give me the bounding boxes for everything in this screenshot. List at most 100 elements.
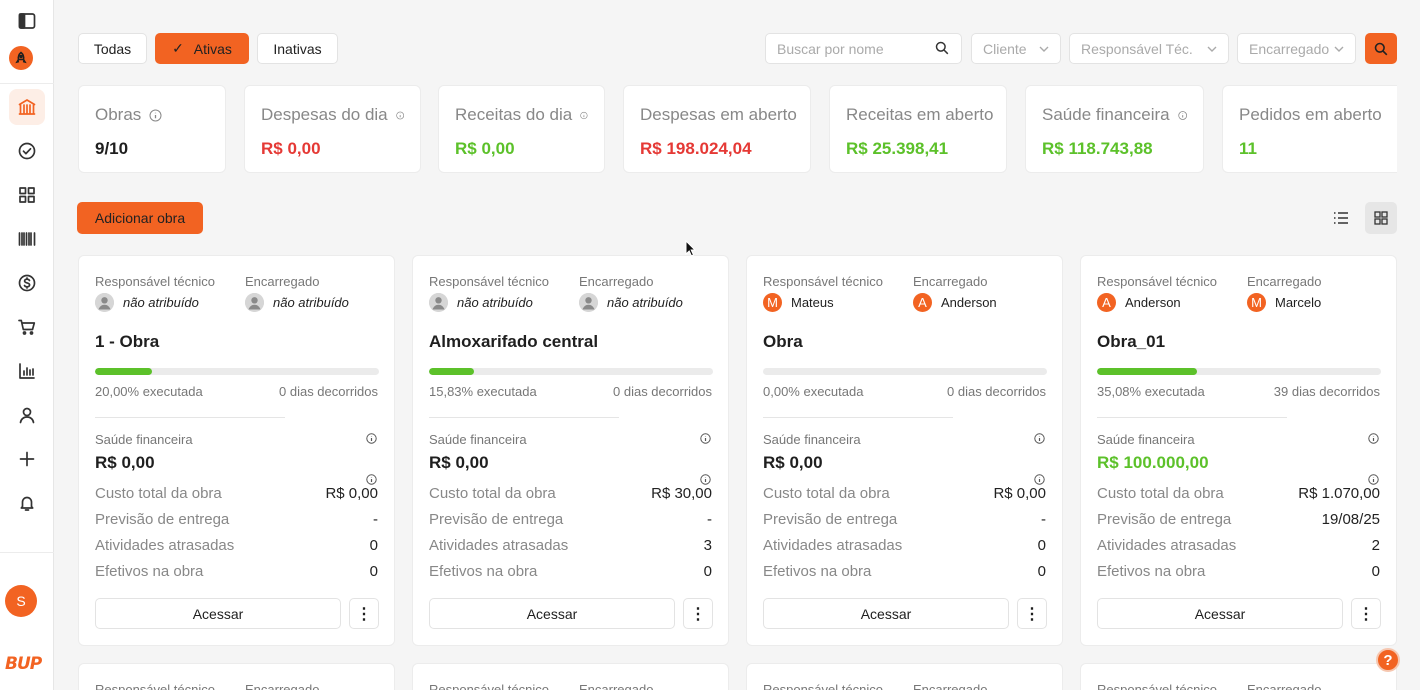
barcode-icon[interactable] (9, 221, 45, 257)
info-icon[interactable] (1177, 109, 1187, 122)
chart-icon[interactable] (9, 353, 45, 389)
avatar-placeholder-icon (429, 293, 448, 312)
row-label: Atividades atrasadas (429, 537, 569, 554)
info-icon[interactable] (1368, 431, 1379, 449)
dollar-icon[interactable] (9, 265, 45, 301)
client-select[interactable]: Cliente (971, 33, 1061, 64)
row-label: Custo total da obra (1097, 485, 1224, 502)
delivery-row: Previsão de entrega - (429, 511, 712, 528)
search-icon[interactable] (935, 41, 949, 55)
tab-label: Inativas (273, 40, 322, 57)
check-circle-icon[interactable] (9, 133, 45, 169)
health-value: R$ 0,00 (95, 453, 155, 472)
building-icon[interactable] (9, 89, 45, 125)
search-field (765, 33, 962, 64)
row-value: - (1041, 511, 1046, 528)
foreman-name: Marcelo (1275, 295, 1322, 310)
stat-label: Receitas em aberto (846, 105, 994, 124)
access-button[interactable]: Acessar (429, 598, 675, 629)
info-icon[interactable] (395, 109, 404, 122)
late-activities-row: Atividades atrasadas 0 (763, 537, 1046, 554)
list-view-button[interactable] (1325, 202, 1357, 234)
stat-value: R$ 25.398,41 (846, 139, 949, 158)
grid-icon (1374, 211, 1388, 225)
tech-name: não atribuído (457, 295, 533, 310)
user-avatar[interactable]: S (5, 585, 37, 617)
grid-view-button[interactable] (1365, 202, 1397, 234)
tab-todas[interactable]: Todas (78, 33, 147, 64)
info-icon[interactable] (700, 472, 711, 490)
access-button[interactable]: Acessar (763, 598, 1009, 629)
delivery-row: Previsão de entrega 19/08/25 (1097, 511, 1380, 528)
info-icon[interactable] (1034, 472, 1045, 490)
info-icon[interactable] (1034, 431, 1045, 449)
grid-icon[interactable] (9, 177, 45, 213)
search-icon (1374, 42, 1388, 55)
health-label: Saúde financeira (429, 432, 527, 447)
list-icon (1334, 212, 1348, 224)
total-cost-row: Custo total da obra R$ 0,00 (95, 485, 378, 502)
stat-value: R$ 198.024,04 (640, 139, 752, 158)
foreman-select[interactable]: Encarregado (1237, 33, 1356, 64)
info-icon[interactable] (366, 431, 377, 449)
chevron-down-icon (1207, 46, 1217, 52)
tab-label: Ativas (193, 40, 232, 57)
stat-label: Saúde financeira (1042, 105, 1170, 124)
tech-select[interactable]: Responsável Téc. (1069, 33, 1229, 64)
rocket-icon[interactable] (9, 46, 33, 70)
avatar: M (1247, 293, 1266, 312)
late-activities-row: Atividades atrasadas 0 (95, 537, 378, 554)
help-button[interactable]: ? (1376, 648, 1400, 672)
more-options-button[interactable]: ⋮ (349, 598, 379, 629)
total-cost-row: Custo total da obra R$ 30,00 (429, 485, 712, 502)
sidebar-toggle-icon[interactable] (9, 3, 45, 39)
row-label: Custo total da obra (429, 485, 556, 502)
access-button[interactable]: Acessar (95, 598, 341, 629)
tech-head: Responsável técnico (1097, 274, 1217, 289)
stat-label: Obras (95, 105, 142, 124)
info-icon[interactable] (149, 109, 162, 122)
foreman-name: Anderson (941, 295, 997, 310)
total-cost-row: Custo total da obra R$ 1.070,00 (1097, 485, 1380, 502)
progress-text: 35,08% executada (1097, 384, 1205, 399)
search-input[interactable] (766, 34, 926, 63)
tab-inativas[interactable]: Inativas (257, 33, 338, 64)
cart-icon[interactable] (9, 309, 45, 345)
foreman-person: A Anderson (913, 293, 997, 312)
stat-card-pedidos-aberto: Pedidos em aberto 11 (1222, 85, 1397, 173)
avatar-placeholder-icon (245, 293, 264, 312)
progress-bar (1097, 368, 1381, 375)
progress-text: 0,00% executada (763, 384, 864, 399)
add-obra-button[interactable]: Adicionar obra (77, 202, 203, 234)
more-options-button[interactable]: ⋮ (1351, 598, 1381, 629)
bell-icon[interactable] (9, 485, 45, 521)
info-icon[interactable] (366, 472, 377, 490)
info-icon[interactable] (580, 109, 588, 122)
stat-value: 11 (1239, 139, 1257, 158)
tech-person: M Mateus (763, 293, 834, 312)
row-label: Atividades atrasadas (1097, 537, 1237, 554)
late-activities-row: Atividades atrasadas 2 (1097, 537, 1380, 554)
tech-name: não atribuído (123, 295, 199, 310)
tech-person: A Anderson (1097, 293, 1181, 312)
row-label: Atividades atrasadas (763, 537, 903, 554)
foreman-name: não atribuído (273, 295, 349, 310)
row-value: 19/08/25 (1321, 511, 1380, 528)
row-value: 0 (369, 563, 378, 580)
row-value: R$ 0,00 (993, 485, 1046, 502)
plus-icon[interactable] (9, 441, 45, 477)
access-button[interactable]: Acessar (1097, 598, 1343, 629)
info-icon[interactable] (700, 431, 711, 449)
health-label: Saúde financeira (763, 432, 861, 447)
info-icon[interactable] (1368, 472, 1379, 490)
user-icon[interactable] (9, 397, 45, 433)
stat-card-despesas-dia: Despesas do dia R$ 0,00 (244, 85, 421, 173)
more-options-button[interactable]: ⋮ (683, 598, 713, 629)
tab-ativas[interactable]: ✓ Ativas (155, 33, 249, 64)
more-options-button[interactable]: ⋮ (1017, 598, 1047, 629)
project-card: Responsável técnico Encarregado (412, 663, 729, 690)
foreman-head: Encarregado (1247, 682, 1322, 690)
project-title: 1 - Obra (95, 332, 160, 351)
total-cost-row: Custo total da obra R$ 0,00 (763, 485, 1046, 502)
search-button[interactable] (1365, 33, 1397, 64)
